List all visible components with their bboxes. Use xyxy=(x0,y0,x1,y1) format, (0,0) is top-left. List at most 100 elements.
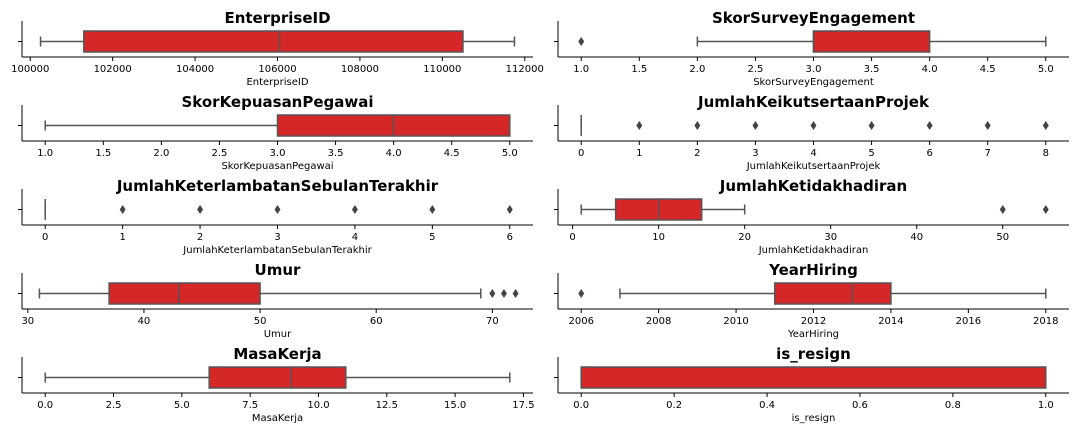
panel-title: JumlahKetidakhadiran xyxy=(719,177,907,195)
panel-title: SkorSurveyEngagement xyxy=(712,9,915,27)
boxplot-panel-4: JumlahKeikutsertaanProjek 0 1 2 3 4 5 6 7 8 Jumlah… xyxy=(554,93,1069,172)
x-tick-label: 0.2 xyxy=(666,400,682,411)
outlier-point xyxy=(512,288,519,299)
panel-title: SkorKepuasanPegawai xyxy=(181,93,373,111)
x-tick-label: 2 xyxy=(694,148,700,159)
x-axis-label: Umur xyxy=(264,329,292,340)
outlier-point xyxy=(197,204,204,215)
outlier-point xyxy=(429,204,436,215)
x-tick-label: 2.5 xyxy=(106,400,122,411)
outlier-point xyxy=(694,120,701,131)
outlier-point xyxy=(984,120,991,131)
boxplot-panel-3: SkorKepuasanPegawai 1.0 1.5 2.0 2.5 3.0 3.5 4.0… xyxy=(18,93,533,172)
x-tick-label: 2.5 xyxy=(211,148,227,159)
x-tick-label: 7.5 xyxy=(242,400,258,411)
x-tick-label: 0.0 xyxy=(37,400,53,411)
outlier-point xyxy=(999,204,1006,215)
x-tick-label: 2010 xyxy=(723,316,748,327)
x-tick-label: 108000 xyxy=(341,64,379,75)
iqr-box xyxy=(208,366,347,389)
x-axis-label: SkorSurveyEngagement xyxy=(753,77,874,88)
x-tick-label: 2008 xyxy=(646,316,671,327)
x-tick-label: 4.5 xyxy=(980,64,996,75)
x-tick-label: 102000 xyxy=(94,64,132,75)
x-tick-label: 50 xyxy=(996,232,1009,243)
x-tick-label: 1.0 xyxy=(573,64,589,75)
outlier-point xyxy=(810,120,817,131)
x-tick-label: 2 xyxy=(197,232,203,243)
x-tick-label: 5.0 xyxy=(1038,64,1054,75)
x-tick-label: 2012 xyxy=(801,316,826,327)
x-tick-label: 3.5 xyxy=(864,64,880,75)
outlier-point xyxy=(274,204,281,215)
boxplot-panel-1: EnterpriseID 100000 102000 104000 106000 1080… xyxy=(11,9,544,88)
x-axis-label: SkorKepuasanPegawai xyxy=(221,161,333,172)
x-tick-label: 10 xyxy=(652,232,665,243)
x-tick-label: 112000 xyxy=(506,64,544,75)
panel-title: is_resign xyxy=(776,345,851,363)
boxplot-panel-2: SkorSurveyEngagement 1.0 1.5 2.0 2.5 3.0 3.5 4.… xyxy=(554,9,1069,88)
x-tick-label: 70 xyxy=(486,316,499,327)
x-tick-label: 20 xyxy=(738,232,751,243)
panel-title: MasaKerja xyxy=(233,345,321,363)
iqr-box xyxy=(580,366,1047,389)
x-tick-label: 5 xyxy=(868,148,874,159)
x-tick-label: 30 xyxy=(824,232,837,243)
x-tick-label: 2018 xyxy=(1033,316,1058,327)
outlier-point xyxy=(501,288,507,299)
x-tick-label: 5 xyxy=(429,232,435,243)
x-tick-label: 0.8 xyxy=(945,400,961,411)
boxplot-panel-5: JumlahKeterlambatanSebulanTerakhir 0 1 2 3 4 5… xyxy=(18,177,533,256)
x-tick-label: 60 xyxy=(370,316,383,327)
x-axis-label: MasaKerja xyxy=(252,413,303,424)
x-axis-label: JumlahKetidakhadiran xyxy=(758,245,869,256)
panel-title: Umur xyxy=(255,261,301,279)
outlier-point xyxy=(578,288,585,299)
x-tick-label: 4.0 xyxy=(922,64,938,75)
outlier-point xyxy=(752,120,759,131)
x-tick-label: 4.0 xyxy=(386,148,402,159)
outlier-point xyxy=(489,288,496,299)
x-tick-label: 2016 xyxy=(956,316,981,327)
x-tick-label: 10.0 xyxy=(307,400,329,411)
x-tick-label: 100000 xyxy=(11,64,49,75)
outlier-point xyxy=(868,120,875,131)
x-tick-label: 1 xyxy=(119,232,125,243)
x-tick-label: 12.5 xyxy=(376,400,398,411)
x-tick-label: 2.5 xyxy=(747,64,763,75)
outlier-point xyxy=(926,120,933,131)
boxplot-panel-7: Umur 30 40 50 60 70 Umur xyxy=(18,261,533,340)
panel-title: EnterpriseID xyxy=(224,9,330,27)
outlier-point xyxy=(506,204,513,215)
x-tick-label: 8 xyxy=(1043,148,1049,159)
x-tick-label: 5.0 xyxy=(502,148,518,159)
iqr-box xyxy=(108,282,261,305)
boxplot-panel-9: MasaKerja 0.0 2.5 5.0 7.5 10.0 12.5 15.0 17.5 Mas… xyxy=(18,345,535,424)
x-tick-label: 4 xyxy=(352,232,358,243)
x-tick-label: 6 xyxy=(507,232,513,243)
x-axis-label: JumlahKeikutsertaanProjek xyxy=(746,161,881,172)
outlier-point xyxy=(636,120,643,131)
x-tick-label: 7 xyxy=(985,148,991,159)
x-tick-label: 50 xyxy=(254,316,267,327)
x-tick-label: 40 xyxy=(138,316,151,327)
outlier-point xyxy=(578,36,585,47)
x-tick-label: 40 xyxy=(910,232,923,243)
x-axis-label: JumlahKeterlambatanSebulanTerakhir xyxy=(182,245,372,256)
x-tick-label: 2006 xyxy=(569,316,594,327)
x-tick-label: 0 xyxy=(578,148,584,159)
x-tick-label: 0 xyxy=(42,232,48,243)
x-tick-label: 1 xyxy=(636,148,642,159)
x-tick-label: 104000 xyxy=(176,64,214,75)
x-tick-label: 3 xyxy=(752,148,758,159)
x-tick-label: 2014 xyxy=(878,316,903,327)
x-tick-label: 30 xyxy=(21,316,34,327)
outlier-point xyxy=(351,204,358,215)
x-tick-label: 17.5 xyxy=(512,400,534,411)
x-tick-label: 15.0 xyxy=(444,400,466,411)
x-tick-label: 1.5 xyxy=(631,64,647,75)
x-tick-label: 0.4 xyxy=(759,400,775,411)
x-tick-label: 2.0 xyxy=(153,148,169,159)
